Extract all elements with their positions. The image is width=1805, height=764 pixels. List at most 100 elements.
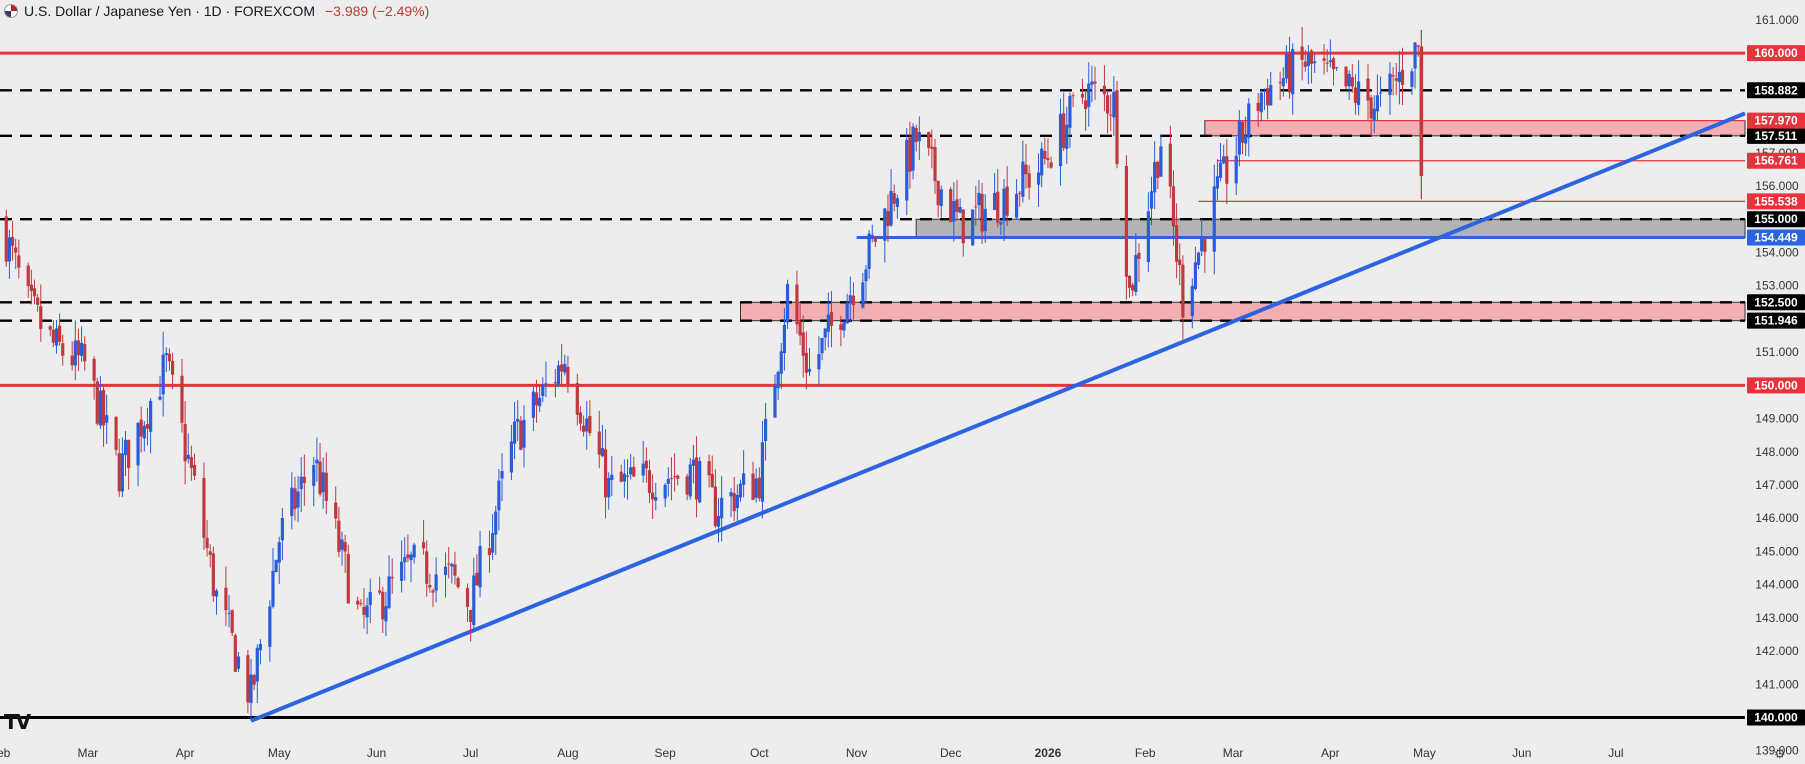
candle xyxy=(29,269,33,305)
candle xyxy=(685,473,689,501)
candle xyxy=(186,433,190,464)
candle-body xyxy=(356,600,360,605)
candle xyxy=(710,455,714,488)
candle xyxy=(1124,155,1129,300)
candle xyxy=(597,410,601,469)
candle-body xyxy=(1397,72,1401,83)
candle xyxy=(1356,60,1361,116)
candle-body xyxy=(713,486,717,527)
candle xyxy=(870,224,874,243)
candle xyxy=(425,540,429,597)
candle xyxy=(1156,160,1160,190)
candle xyxy=(224,566,228,626)
candle-body xyxy=(142,425,146,439)
candle-body xyxy=(685,476,689,495)
candle xyxy=(936,180,940,218)
candle xyxy=(117,438,121,497)
candle xyxy=(993,172,997,211)
candle xyxy=(1014,179,1019,220)
y-tick-label: 148.000 xyxy=(1755,445,1799,459)
candle xyxy=(644,447,648,483)
candle-body xyxy=(105,415,109,423)
candle-body xyxy=(895,198,899,207)
candle xyxy=(663,483,667,508)
candle-body xyxy=(1149,191,1154,209)
candle xyxy=(773,374,777,418)
candle xyxy=(1278,71,1282,101)
candle-body xyxy=(139,419,143,437)
candle-body xyxy=(961,209,965,244)
candle xyxy=(362,588,366,629)
y-tick-label: 147.000 xyxy=(1755,478,1799,492)
candle-body xyxy=(647,470,652,494)
candle-body xyxy=(14,247,18,253)
x-tick-label: Aug xyxy=(557,746,578,760)
candle xyxy=(622,459,626,498)
candle-body xyxy=(277,542,281,563)
candle xyxy=(1137,243,1141,282)
candle xyxy=(952,182,956,242)
candle xyxy=(337,506,341,558)
candle xyxy=(1058,98,1063,186)
candle xyxy=(581,415,586,437)
candle-body xyxy=(1021,161,1025,197)
y-tick-label: 151.000 xyxy=(1755,345,1799,359)
candle-body xyxy=(1309,50,1314,64)
candle-body xyxy=(1306,53,1310,66)
price-badge-label: 158.882 xyxy=(1754,83,1798,97)
candle-body xyxy=(280,517,284,541)
candle-body xyxy=(779,351,783,374)
candle-body xyxy=(400,561,404,581)
candle xyxy=(1002,179,1006,242)
candle-body xyxy=(512,421,517,444)
candle-body xyxy=(782,324,787,354)
candle xyxy=(757,467,761,502)
candle xyxy=(908,121,912,189)
candle-body xyxy=(1087,83,1091,107)
candle xyxy=(400,540,404,593)
candle-body xyxy=(1043,151,1047,159)
candle xyxy=(826,292,830,348)
candle-body xyxy=(192,464,197,476)
candle-body xyxy=(632,466,636,477)
candle xyxy=(619,464,623,483)
candle-body xyxy=(4,216,8,262)
candle-body xyxy=(83,343,87,362)
candle xyxy=(1269,71,1273,106)
candle-body xyxy=(676,475,680,479)
candle xyxy=(666,467,670,497)
candle xyxy=(927,131,931,156)
candle xyxy=(1024,143,1028,189)
candle-body xyxy=(1062,113,1066,148)
candle-body xyxy=(211,553,215,597)
candle xyxy=(450,562,454,584)
candle xyxy=(1391,66,1395,96)
candle xyxy=(1287,36,1292,99)
candle-body xyxy=(603,449,608,498)
candle xyxy=(1080,78,1085,104)
candle xyxy=(1071,92,1075,108)
candle xyxy=(676,474,680,486)
candle xyxy=(566,355,570,393)
candle xyxy=(1181,255,1185,340)
candle-last xyxy=(1419,29,1424,200)
candle xyxy=(497,468,501,531)
candle xyxy=(500,453,504,502)
candle xyxy=(522,405,526,468)
y-tick-label: 143.000 xyxy=(1755,611,1799,625)
candle xyxy=(629,454,633,480)
candle xyxy=(509,424,514,481)
candle-body xyxy=(983,208,987,232)
candle-body xyxy=(710,473,714,488)
candle-body xyxy=(861,282,865,308)
candle xyxy=(32,279,37,305)
candle-body xyxy=(538,397,542,407)
candle xyxy=(17,239,21,279)
candle xyxy=(839,315,843,347)
candle-body xyxy=(1218,162,1223,178)
candle xyxy=(1397,51,1401,105)
settings-gear-icon[interactable]: ⚙ xyxy=(1774,746,1786,761)
candle-body xyxy=(1265,88,1270,106)
candle-body xyxy=(826,314,830,332)
